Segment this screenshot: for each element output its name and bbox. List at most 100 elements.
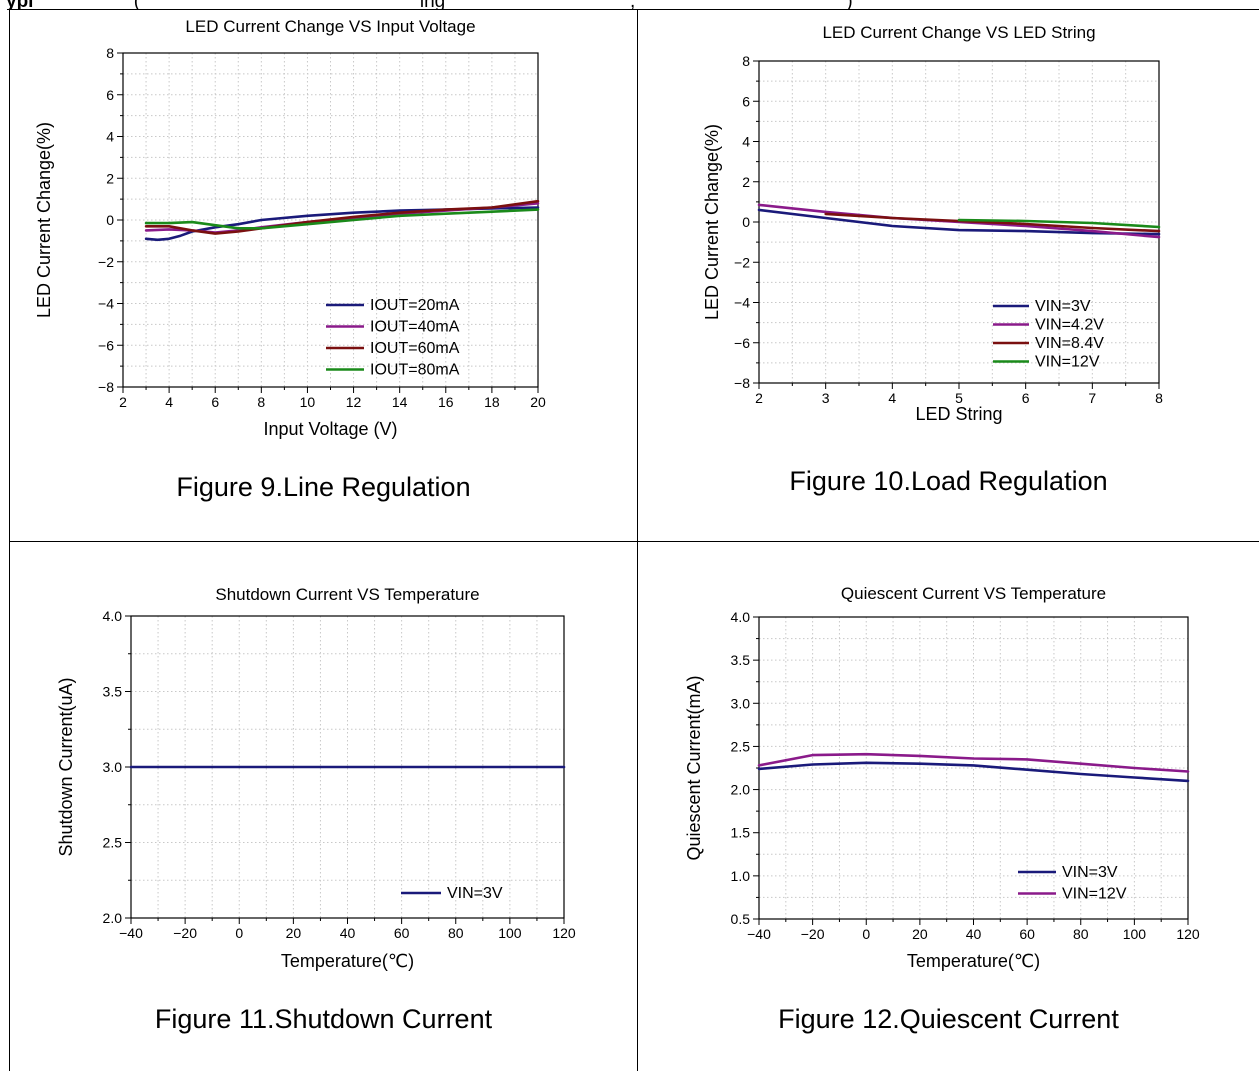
x-tick-label: −40	[747, 926, 771, 942]
series-line	[759, 754, 1188, 771]
y-tick-label: 2.0	[103, 910, 123, 926]
y-tick-label: 4	[742, 134, 750, 150]
y-tick-label: 6	[742, 93, 750, 109]
y-tick-label: 3.0	[103, 759, 123, 775]
x-tick-label: −20	[173, 925, 197, 941]
x-tick-label: −40	[119, 925, 143, 941]
x-tick-label: 20	[530, 394, 546, 410]
y-tick-label: 6	[106, 87, 114, 103]
y-tick-label: −8	[734, 375, 750, 391]
y-tick-label: 0.5	[731, 911, 751, 927]
legend-entry: VIN=3V	[1035, 298, 1091, 315]
x-axis-label: Temperature(℃)	[281, 951, 414, 971]
legend-entry: IOUT=60mA	[370, 340, 460, 357]
y-axis-label: Quiescent Current(mA)	[684, 675, 704, 860]
figure-caption: Figure 11.Shutdown Current	[10, 1004, 637, 1035]
x-tick-label: 0	[862, 926, 870, 942]
y-tick-label: 2.0	[731, 782, 751, 798]
y-tick-label: 8	[106, 45, 114, 61]
chart-fig11: Shutdown Current VS Temperature −40 −20 0 20…	[10, 542, 639, 1072]
y-tick-label: 2	[742, 174, 750, 190]
x-tick-label: 60	[394, 925, 410, 941]
x-tick-label: 20	[286, 925, 302, 941]
x-axis-label: LED String	[915, 404, 1002, 424]
y-tick-label: 0	[106, 212, 114, 228]
chart-fig12: Quiescent Current VS Temperature −40 −20 0 2…	[638, 542, 1259, 1072]
x-tick-label: 4	[888, 390, 896, 406]
x-tick-label: 4	[165, 394, 173, 410]
figure-caption: Figure 12.Quiescent Current	[638, 1004, 1259, 1035]
y-tick-label: 4.0	[103, 608, 123, 624]
x-tick-label: 2	[755, 390, 763, 406]
legend-entry: IOUT=80mA	[370, 362, 460, 379]
y-tick-label: 3.5	[103, 684, 123, 700]
legend-entry: IOUT=20mA	[370, 297, 460, 314]
x-axis-label: Temperature(℃)	[907, 951, 1040, 971]
y-tick-label: 4.0	[731, 609, 751, 625]
x-tick-label: 40	[966, 926, 982, 942]
legend-entry: VIN=3V	[447, 885, 503, 902]
y-tick-label: 3.0	[731, 695, 751, 711]
y-tick-label: 3.5	[731, 652, 751, 668]
legend-entry: VIN=8.4V	[1035, 335, 1104, 352]
chart-title: LED Current Change VS Input Voltage	[185, 17, 475, 36]
y-tick-label: −4	[98, 296, 114, 312]
legend-entry: VIN=3V	[1062, 864, 1118, 881]
x-tick-label: 120	[552, 925, 576, 941]
chart-title: Shutdown Current VS Temperature	[215, 585, 479, 604]
x-tick-label: 16	[438, 394, 454, 410]
y-tick-label: 1.5	[731, 825, 751, 841]
legend-entry: IOUT=40mA	[370, 319, 460, 336]
x-tick-label: 14	[392, 394, 408, 410]
chart-fig9: LED Current Change VS Input Voltage 2 4 6 8 1…	[10, 10, 639, 543]
panel-fig10: LED Current Change VS LED String 2 3 4 5 6 7 8 −…	[637, 9, 1259, 542]
y-tick-label: 8	[742, 53, 750, 69]
y-axis-label: LED Current Change(%)	[34, 122, 54, 318]
chart-title: LED Current Change VS LED String	[822, 23, 1095, 42]
x-tick-label: 80	[1073, 926, 1089, 942]
x-tick-label: 20	[912, 926, 928, 942]
y-tick-label: 4	[106, 129, 114, 145]
y-tick-label: −8	[98, 379, 114, 395]
x-tick-label: 60	[1019, 926, 1035, 942]
panel-fig12: Quiescent Current VS Temperature −40 −20 0 2…	[637, 541, 1259, 1071]
x-axis-label: Input Voltage (V)	[263, 419, 397, 439]
y-tick-label: 2.5	[731, 738, 751, 754]
y-tick-label: 2.5	[103, 835, 123, 851]
x-tick-label: 8	[257, 394, 265, 410]
x-tick-label: 100	[498, 925, 522, 941]
chart-fig10: LED Current Change VS LED String 2 3 4 5 6 7 8 −…	[638, 10, 1259, 543]
figure-caption: Figure 9.Line Regulation	[10, 472, 637, 503]
x-tick-label: 40	[340, 925, 356, 941]
x-tick-label: 6	[1022, 390, 1030, 406]
panel-fig9: LED Current Change VS Input Voltage 2 4 6 8 1…	[9, 9, 638, 542]
y-tick-label: 0	[742, 214, 750, 230]
x-tick-label: 10	[300, 394, 316, 410]
legend-entry: VIN=4.2V	[1035, 317, 1104, 334]
panel-fig11: Shutdown Current VS Temperature −40 −20 0 20…	[9, 541, 638, 1071]
x-tick-label: 6	[211, 394, 219, 410]
x-tick-label: 3	[822, 390, 830, 406]
x-tick-label: 8	[1155, 390, 1163, 406]
legend-entry: VIN=12V	[1035, 354, 1100, 371]
legend-entry: VIN=12V	[1062, 886, 1127, 903]
x-tick-label: 120	[1176, 926, 1200, 942]
y-tick-label: −4	[734, 295, 750, 311]
y-tick-label: 2	[106, 170, 114, 186]
y-tick-label: −6	[734, 335, 750, 351]
y-tick-label: −2	[734, 254, 750, 270]
x-tick-label: 100	[1123, 926, 1147, 942]
x-tick-label: 80	[448, 925, 464, 941]
figure-caption: Figure 10.Load Regulation	[638, 466, 1259, 497]
x-tick-label: 2	[119, 394, 127, 410]
y-tick-label: −2	[98, 254, 114, 270]
x-tick-label: 18	[484, 394, 500, 410]
y-axis-label: LED Current Change(%)	[702, 124, 722, 320]
y-tick-label: 1.0	[731, 868, 751, 884]
chart-title: Quiescent Current VS Temperature	[841, 584, 1106, 603]
x-tick-label: −20	[801, 926, 825, 942]
x-tick-label: 7	[1088, 390, 1096, 406]
x-tick-label: 12	[346, 394, 362, 410]
y-tick-label: −6	[98, 337, 114, 353]
x-tick-label: 0	[235, 925, 243, 941]
